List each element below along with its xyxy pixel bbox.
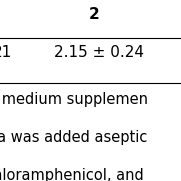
Text: 2: 2 (89, 7, 100, 22)
Text: 21: 21 (0, 45, 12, 60)
Text: la was added aseptic: la was added aseptic (0, 130, 147, 145)
Text: 2.15 ± 0.24: 2.15 ± 0.24 (54, 45, 144, 60)
Text: l medium supplemen: l medium supplemen (0, 92, 148, 107)
Text: hloramphenicol, and: hloramphenicol, and (0, 168, 144, 181)
